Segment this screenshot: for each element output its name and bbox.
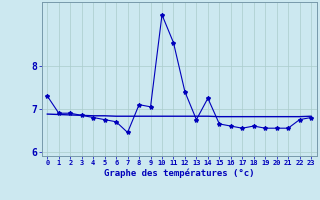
X-axis label: Graphe des températures (°c): Graphe des températures (°c) bbox=[104, 169, 254, 178]
